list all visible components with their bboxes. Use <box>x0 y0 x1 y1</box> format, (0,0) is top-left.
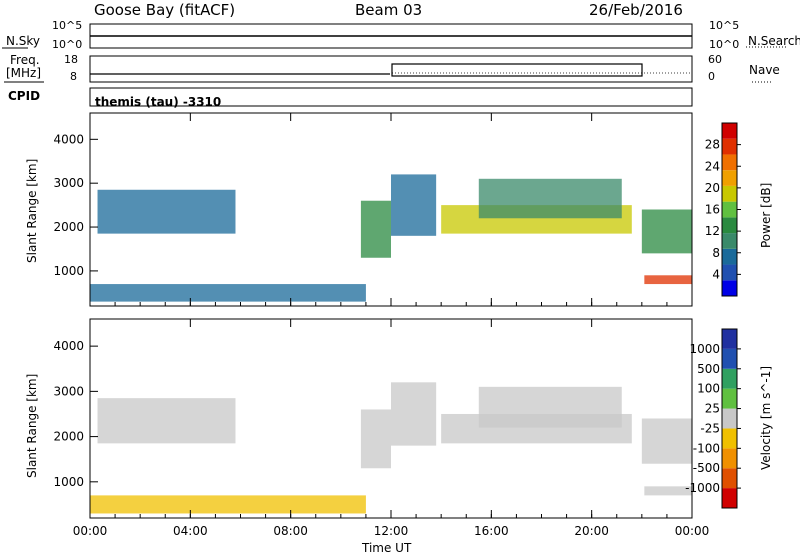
noise-right-label: N.Search <box>748 34 800 48</box>
power-colorbar-label: 16 <box>705 203 720 217</box>
freq-trace-high <box>391 63 643 77</box>
velocity-colorbar-frame <box>721 328 738 509</box>
cpid-label: CPID <box>8 89 41 103</box>
xtick-label: 08:00 <box>273 524 308 538</box>
velocity-ytick-label: 1000 <box>53 475 84 489</box>
velocity-echo-region <box>641 418 692 464</box>
freq-right-label: Nave <box>749 63 780 77</box>
noise-right-tick-bottom: 10^0 <box>709 38 740 51</box>
xtick-label: 00:00 <box>73 524 108 538</box>
cpid-value: themis (tau) -3310 <box>95 95 222 109</box>
power-echo-region <box>360 200 391 258</box>
velocity-echo-region <box>360 409 391 469</box>
velocity-echo-region <box>90 495 366 514</box>
velocity-colorbar-segment <box>722 448 737 469</box>
power-colorbar-segment <box>722 138 737 155</box>
power-colorbar-segment <box>722 233 737 249</box>
power-colorbar-label: 20 <box>705 181 720 195</box>
velocity-colorbar-segment <box>722 428 737 449</box>
noise-left-label: N.Sky <box>6 34 41 48</box>
velocity-colorbar-segment <box>722 488 737 508</box>
freq-left-label-2: [MHz] <box>6 66 42 80</box>
velocity-echo-region <box>391 382 437 446</box>
velocity-colorbar-label: -100 <box>693 441 720 455</box>
power-colorbar-segment <box>722 264 737 281</box>
xtick-label: 04:00 <box>173 524 208 538</box>
velocity-colorbar-segment <box>722 388 737 409</box>
freq-left-label-1: Freq. <box>10 53 40 67</box>
noise-right-tick-top: 10^5 <box>709 19 740 32</box>
velocity-colorbar-label: 500 <box>697 362 720 376</box>
velocity-echo-region <box>97 398 236 444</box>
noise-left-tick-bottom: 10^0 <box>52 38 83 51</box>
power-colorbar-segment <box>722 185 737 202</box>
power-echo-region <box>478 178 622 219</box>
velocity-colorbar-label: -500 <box>693 461 720 475</box>
freq-left-tick-top: 18 <box>64 53 78 66</box>
velocity-colorbar-label: -1000 <box>685 481 720 495</box>
x-axis-label: Time UT <box>362 541 412 555</box>
freq-right-tick-bottom: 0 <box>708 70 715 83</box>
beam-title: Beam 03 <box>355 1 423 19</box>
power-colorbar-label: 28 <box>705 138 720 152</box>
power-colorbar-segment <box>722 248 737 265</box>
velocity-colorbar-label: 1000 <box>689 342 720 356</box>
freq-left-tick-bottom: 8 <box>70 70 77 83</box>
velocity-colorbar-segment <box>722 408 737 429</box>
power-ytick-label: 2000 <box>53 220 84 234</box>
power-ytick-label: 3000 <box>53 176 84 190</box>
velocity-colorbar-label: 25 <box>705 402 720 416</box>
velocity-colorbar-label: 100 <box>697 382 720 396</box>
power-echo-region <box>90 284 366 302</box>
power-colorbar-segment <box>722 280 737 296</box>
power-echo-region <box>644 275 692 285</box>
velocity-ytick-label: 2000 <box>53 430 84 444</box>
power-colorbar-segment <box>722 201 737 218</box>
xtick-label: 12:00 <box>374 524 409 538</box>
cpid-panel-frame <box>89 87 693 107</box>
velocity-ytick-label: 4000 <box>53 339 84 353</box>
power-ytick-label: 4000 <box>53 132 84 146</box>
velocity-colorbar-segment <box>722 329 737 349</box>
power-echo-region <box>97 189 236 234</box>
power-colorbar-segment <box>722 217 737 234</box>
power-echo-region <box>391 174 437 236</box>
xtick-label: 16:00 <box>474 524 509 538</box>
date-title: 26/Feb/2016 <box>589 1 683 19</box>
freq-panel-frame <box>89 55 693 83</box>
power-colorbar-segment <box>722 123 737 139</box>
power-colorbar-segment <box>722 154 737 171</box>
station-title: Goose Bay (fitACF) <box>94 1 236 19</box>
power-ytick-label: 1000 <box>53 264 84 278</box>
velocity-colorbar-label: -25 <box>700 421 720 435</box>
power-colorbar-label: 8 <box>712 246 720 260</box>
noise-left-tick-top: 10^5 <box>52 19 83 32</box>
velocity-colorbar-segment <box>722 368 737 389</box>
power-colorbar-label: 4 <box>712 267 720 281</box>
velocity-ytick-label: 3000 <box>53 384 84 398</box>
power-colorbar-label: 12 <box>705 224 720 238</box>
freq-right-tick-top: 60 <box>708 53 722 66</box>
velocity-echo-region <box>644 486 692 496</box>
power-echo-region <box>641 209 692 254</box>
xtick-label: 20:00 <box>574 524 609 538</box>
velocity-echo-region <box>478 386 622 428</box>
velocity-colorbar-segment <box>722 468 737 489</box>
power-colorbar-label: 24 <box>705 159 720 173</box>
power-colorbar-segment <box>722 170 737 186</box>
xtick-label: 00:00 <box>675 524 710 538</box>
velocity-colorbar-segment <box>722 348 737 369</box>
